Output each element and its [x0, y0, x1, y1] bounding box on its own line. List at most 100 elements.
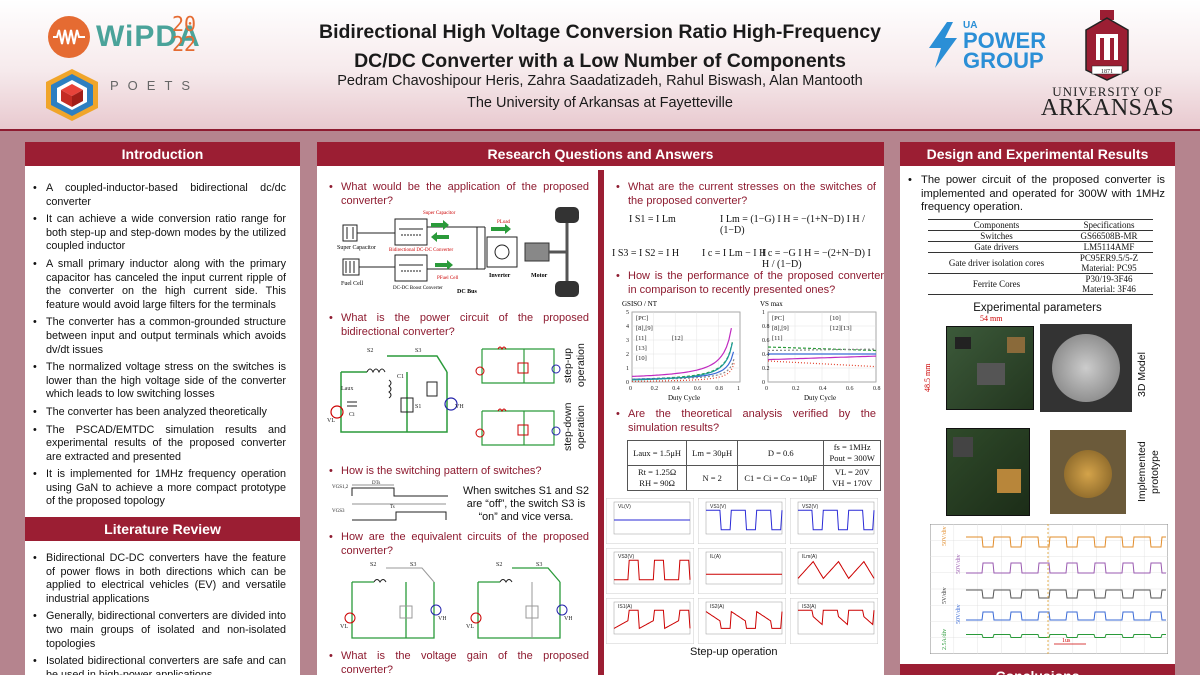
design-intro: The power circuit of the proposed conver… — [903, 174, 1165, 219]
bullet-item: Bidirectional DC-DC converters have the … — [28, 552, 286, 606]
components-table: Components Specifications Switches GS66508… — [928, 219, 1153, 295]
svg-text:50V/div: 50V/div — [956, 554, 962, 574]
svg-text:Ci: Ci — [349, 412, 355, 418]
svg-text:VH: VH — [455, 404, 464, 410]
design-heading: Design and Experimental Results — [900, 142, 1175, 166]
svg-text:Super Capacitor: Super Capacitor — [423, 211, 456, 216]
prototype-board-image — [946, 428, 1030, 516]
svg-text:Duty Cycle: Duty Cycle — [668, 394, 700, 402]
wipda-wave-icon — [48, 16, 90, 58]
svg-text:VL: VL — [466, 624, 474, 630]
equation-ic1: I c = I Lm − I H — [702, 248, 767, 259]
x-tick-label: 0.2 — [651, 386, 659, 392]
sim-plot-label: IS3(A) — [802, 604, 817, 610]
svg-text:DC Bus: DC Bus — [457, 289, 478, 295]
svg-text:C1: C1 — [397, 374, 404, 380]
research-heading: Research Questions and Answers — [317, 142, 884, 166]
y-tick-label: 5 — [626, 310, 629, 316]
svg-text:DTs: DTs — [372, 481, 380, 486]
sim-plot: VS2(V) — [790, 498, 878, 544]
svg-text:Duty Cycle: Duty Cycle — [804, 394, 836, 402]
y-tick-label: 0.4 — [762, 352, 770, 358]
x-tick-label: 0.2 — [792, 386, 800, 392]
sim-plot: IS1(A) — [606, 598, 694, 644]
simulation-parameters-table: Laux = 1.5μH Lm = 30μH D = 0.6 fs = 1MHz Po… — [626, 440, 881, 491]
step-down-circuit-diagram — [475, 408, 561, 446]
legend-entry: [8],[9] — [636, 325, 653, 332]
legend-entry: [8],[9] — [772, 325, 789, 332]
sim-plot-label: VS3(V) — [618, 554, 634, 560]
bullet-item: The converter has a common-grounded stru… — [28, 316, 286, 357]
series-line — [767, 360, 877, 368]
sim-plot-label: VL(V) — [618, 504, 631, 510]
sim-trace — [798, 609, 875, 626]
svg-text:VH: VH — [564, 616, 572, 622]
column-divider — [598, 170, 604, 675]
question-power-circuit: What is the power circuit of the propose… — [327, 311, 589, 339]
bullet-item: Generally, bidirectional converters are … — [28, 610, 286, 651]
sim-plot-label: VS2(V) — [802, 504, 818, 510]
sim-plot: VS3(V) — [606, 548, 694, 594]
y-tick-label: 0.2 — [762, 366, 770, 372]
sim-trace — [613, 609, 691, 630]
svg-text:GSISO / NT: GSISO / NT — [622, 300, 658, 308]
y-tick-label: 0 — [762, 380, 765, 386]
svg-text:50V/div: 50V/div — [942, 526, 948, 546]
sim-plot-label: ILm(A) — [802, 554, 817, 560]
equation-ilm: I Lm = (1−G) I H = −(1+N−D) I H / (1−D) — [720, 214, 865, 236]
prototype-label: Implemented prototype — [1136, 441, 1161, 503]
svg-text:S3: S3 — [536, 562, 542, 568]
svg-text:1871: 1871 — [1101, 69, 1113, 75]
svg-text:Laux: Laux — [341, 386, 353, 392]
svg-text:50V/div: 50V/div — [956, 604, 962, 624]
switching-answer: When switches S1 and S2 are “off”, the s… — [462, 485, 590, 523]
sim-trace — [798, 509, 875, 531]
y-tick-label: 1 — [762, 310, 765, 316]
svg-text:VGS3: VGS3 — [332, 509, 345, 514]
ua-crest-icon: 1871 — [1085, 10, 1129, 81]
svg-text:Ts: Ts — [390, 505, 395, 510]
sim-plot-label: IS2(A) — [710, 604, 725, 610]
experimental-parameters-caption: Experimental parameters — [973, 302, 1102, 314]
y-tick-label: 3 — [626, 338, 629, 344]
bullet-item: It can achieve a wide conversion ratio r… — [28, 213, 286, 254]
legend-entry: [PC] — [636, 315, 648, 322]
bullet-item: The PSCAD/EMTDC simulation results and e… — [28, 424, 286, 465]
bullet-item: A small primary inductor along with the … — [28, 258, 286, 312]
prototype-transformer-image — [1050, 430, 1126, 514]
x-tick-label: 0.6 — [846, 386, 854, 392]
legend-entry: [12] — [672, 335, 683, 342]
lightning-bolt-icon — [929, 22, 957, 68]
literature-heading: Literature Review — [25, 517, 300, 541]
y-tick-label: 0 — [626, 380, 629, 386]
power-circuit-diagram: S2 S3 Laux C1 S1 Ci VH VL — [327, 348, 464, 433]
x-tick-label: 0.8 — [715, 386, 723, 392]
legend-entry: [10] — [830, 315, 841, 322]
poets-hex-icon — [46, 69, 98, 121]
x-tick-label: 0.4 — [819, 386, 827, 392]
question-current-stresses: What are the current stresses on the swi… — [614, 180, 876, 208]
pcb-3d-model-image — [946, 326, 1034, 410]
svg-text:Motor: Motor — [531, 273, 548, 279]
svg-text:S3: S3 — [415, 348, 421, 354]
introduction-list: A coupled-inductor-based bidirectional d… — [28, 182, 286, 513]
equation-ic2: I c = −G I H = −(2+N−D) I H / (1−D) — [762, 248, 871, 270]
scope-trace — [966, 589, 1166, 599]
ua-power-group-logo: UA POWER GROUP — [925, 18, 1055, 74]
svg-text:VL: VL — [340, 624, 348, 630]
equation-is3: I S3 = I S2 = I H — [612, 248, 680, 259]
question-switching-pattern: How is the switching pattern of switches… — [327, 464, 589, 478]
step-down-label: step-down operation — [562, 402, 587, 452]
svg-text:VGS1,2: VGS1,2 — [332, 485, 349, 490]
application-diagram: Super Capacitor Fuel Cell Bidirectional … — [337, 207, 579, 297]
equivalent-circuit-2: S2 S3 VL VH — [466, 562, 572, 639]
university-of-arkansas-logo: 1871 UNIVERSITY OF ARKANSAS — [1040, 10, 1175, 122]
svg-text:VL: VL — [327, 418, 335, 424]
legend-entry: [12][13] — [830, 325, 852, 332]
sim-plot-label: IL(A) — [710, 554, 721, 560]
sim-plot-label: VS1(V) — [710, 504, 726, 510]
bullet-item: The converter has been analyzed theoreti… — [28, 406, 286, 420]
bullet-item: The normalized voltage stress on the swi… — [28, 361, 286, 402]
introduction-heading: Introduction — [25, 142, 300, 166]
svg-text:VS max: VS max — [760, 300, 783, 308]
